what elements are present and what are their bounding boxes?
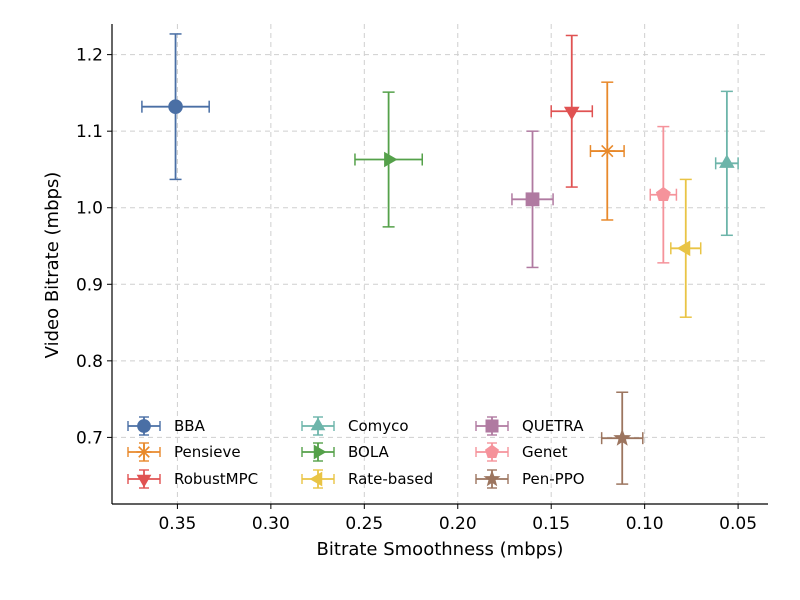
legend-item-bola: BOLA xyxy=(301,442,390,462)
x-tick-label: 0.05 xyxy=(719,514,757,534)
legend-marker xyxy=(485,419,499,433)
data-point xyxy=(563,106,580,121)
legend-label: Rate-based xyxy=(348,470,433,488)
legend-item-quetra: QUETRA xyxy=(475,416,584,436)
legend-marker xyxy=(313,444,327,460)
legend-label: BOLA xyxy=(348,443,390,461)
x-tick-label: 0.15 xyxy=(532,514,570,534)
grid xyxy=(112,24,768,504)
legend-item-bba: BBA xyxy=(127,416,206,436)
data-point xyxy=(168,99,183,114)
y-tick-label: 0.9 xyxy=(76,275,103,295)
series-pen-ppo xyxy=(600,391,644,485)
series-bba xyxy=(141,33,210,181)
x-tick-label: 0.20 xyxy=(439,514,477,534)
legend-label: QUETRA xyxy=(522,417,584,435)
legend-item-robustmpc: RobustMPC xyxy=(127,469,258,489)
series-bola xyxy=(354,91,423,228)
legend-marker xyxy=(136,444,152,460)
series-comyco xyxy=(714,90,739,237)
x-tick-label: 0.10 xyxy=(626,514,664,534)
data-point xyxy=(676,240,691,257)
data-point xyxy=(719,154,735,168)
legend-item-genet: Genet xyxy=(475,442,568,462)
y-tick-label: 0.8 xyxy=(76,352,103,372)
legend-label: Comyco xyxy=(348,417,409,435)
legend-marker xyxy=(310,417,326,431)
legend-marker xyxy=(309,471,323,487)
legend-label: BBA xyxy=(174,417,206,435)
legend-item-pensieve: Pensieve xyxy=(127,442,241,462)
data-point xyxy=(525,192,540,207)
legend-item-pen-ppo: Pen-PPO xyxy=(475,469,585,489)
legend-marker xyxy=(136,474,152,488)
data-point xyxy=(613,428,632,446)
legend-item-rate-based: Rate-based xyxy=(301,469,433,489)
legend-label: Genet xyxy=(522,443,568,461)
legend-marker xyxy=(483,470,501,487)
legend-label: Pen-PPO xyxy=(522,470,585,488)
series-quetra xyxy=(511,130,554,269)
series-robustmpc xyxy=(550,34,594,188)
data-point xyxy=(384,151,398,168)
data-point xyxy=(599,143,616,160)
x-tick-label: 0.25 xyxy=(345,514,383,534)
y-tick-label: 1.1 xyxy=(76,122,103,142)
y-tick-label: 0.7 xyxy=(76,428,103,448)
legend-marker-stroke xyxy=(138,446,150,458)
legend: BBA Pensieve RobustMPC Comyco BOLA Rate-based… xyxy=(127,416,585,489)
legend-marker xyxy=(484,444,500,458)
data-point xyxy=(655,186,671,202)
series-pensieve xyxy=(589,81,625,221)
y-tick-label: 1.0 xyxy=(76,199,103,219)
x-axis-label: Bitrate Smoothness (mbps) xyxy=(317,539,564,560)
legend-marker xyxy=(137,419,151,433)
legend-label: RobustMPC xyxy=(174,470,258,488)
x-tick-label: 0.30 xyxy=(252,514,290,534)
y-tick-label: 1.2 xyxy=(76,46,103,66)
y-axis-label: Video Bitrate (mbps) xyxy=(42,172,63,359)
legend-label: Pensieve xyxy=(174,443,241,461)
x-tick-label: 0.35 xyxy=(158,514,196,534)
data-point-stroke xyxy=(601,144,614,158)
axes: 0.35 0.30 0.25 0.20 0.15 0.10 0.05 0.7 0.8 0.9 1.0… xyxy=(76,24,768,534)
legend-item-comyco: Comyco xyxy=(301,416,409,436)
series-genet xyxy=(649,125,678,264)
series-rate-based xyxy=(670,178,702,318)
series-layer xyxy=(141,33,739,485)
